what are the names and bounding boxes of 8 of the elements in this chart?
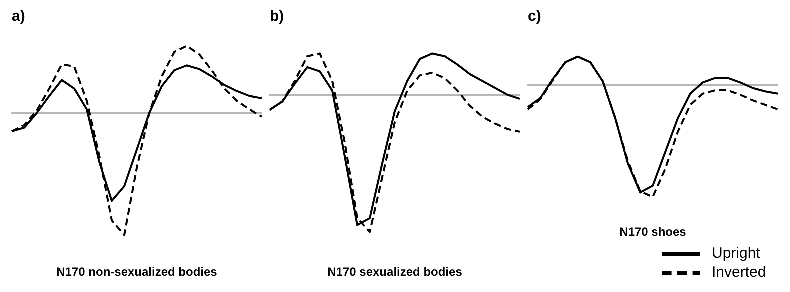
x-axis-title: N170 shoes — [620, 225, 687, 240]
legend-label: Upright — [712, 244, 762, 263]
legend-label: Inverted — [712, 263, 768, 282]
chart-title: c) — [528, 8, 542, 26]
x-axis-title: N170 sexualized bodies — [328, 265, 463, 280]
chart-title: a) — [12, 8, 26, 26]
chart-title: b) — [270, 8, 284, 26]
x-axis-title: N170 non-sexualized bodies — [56, 265, 218, 280]
